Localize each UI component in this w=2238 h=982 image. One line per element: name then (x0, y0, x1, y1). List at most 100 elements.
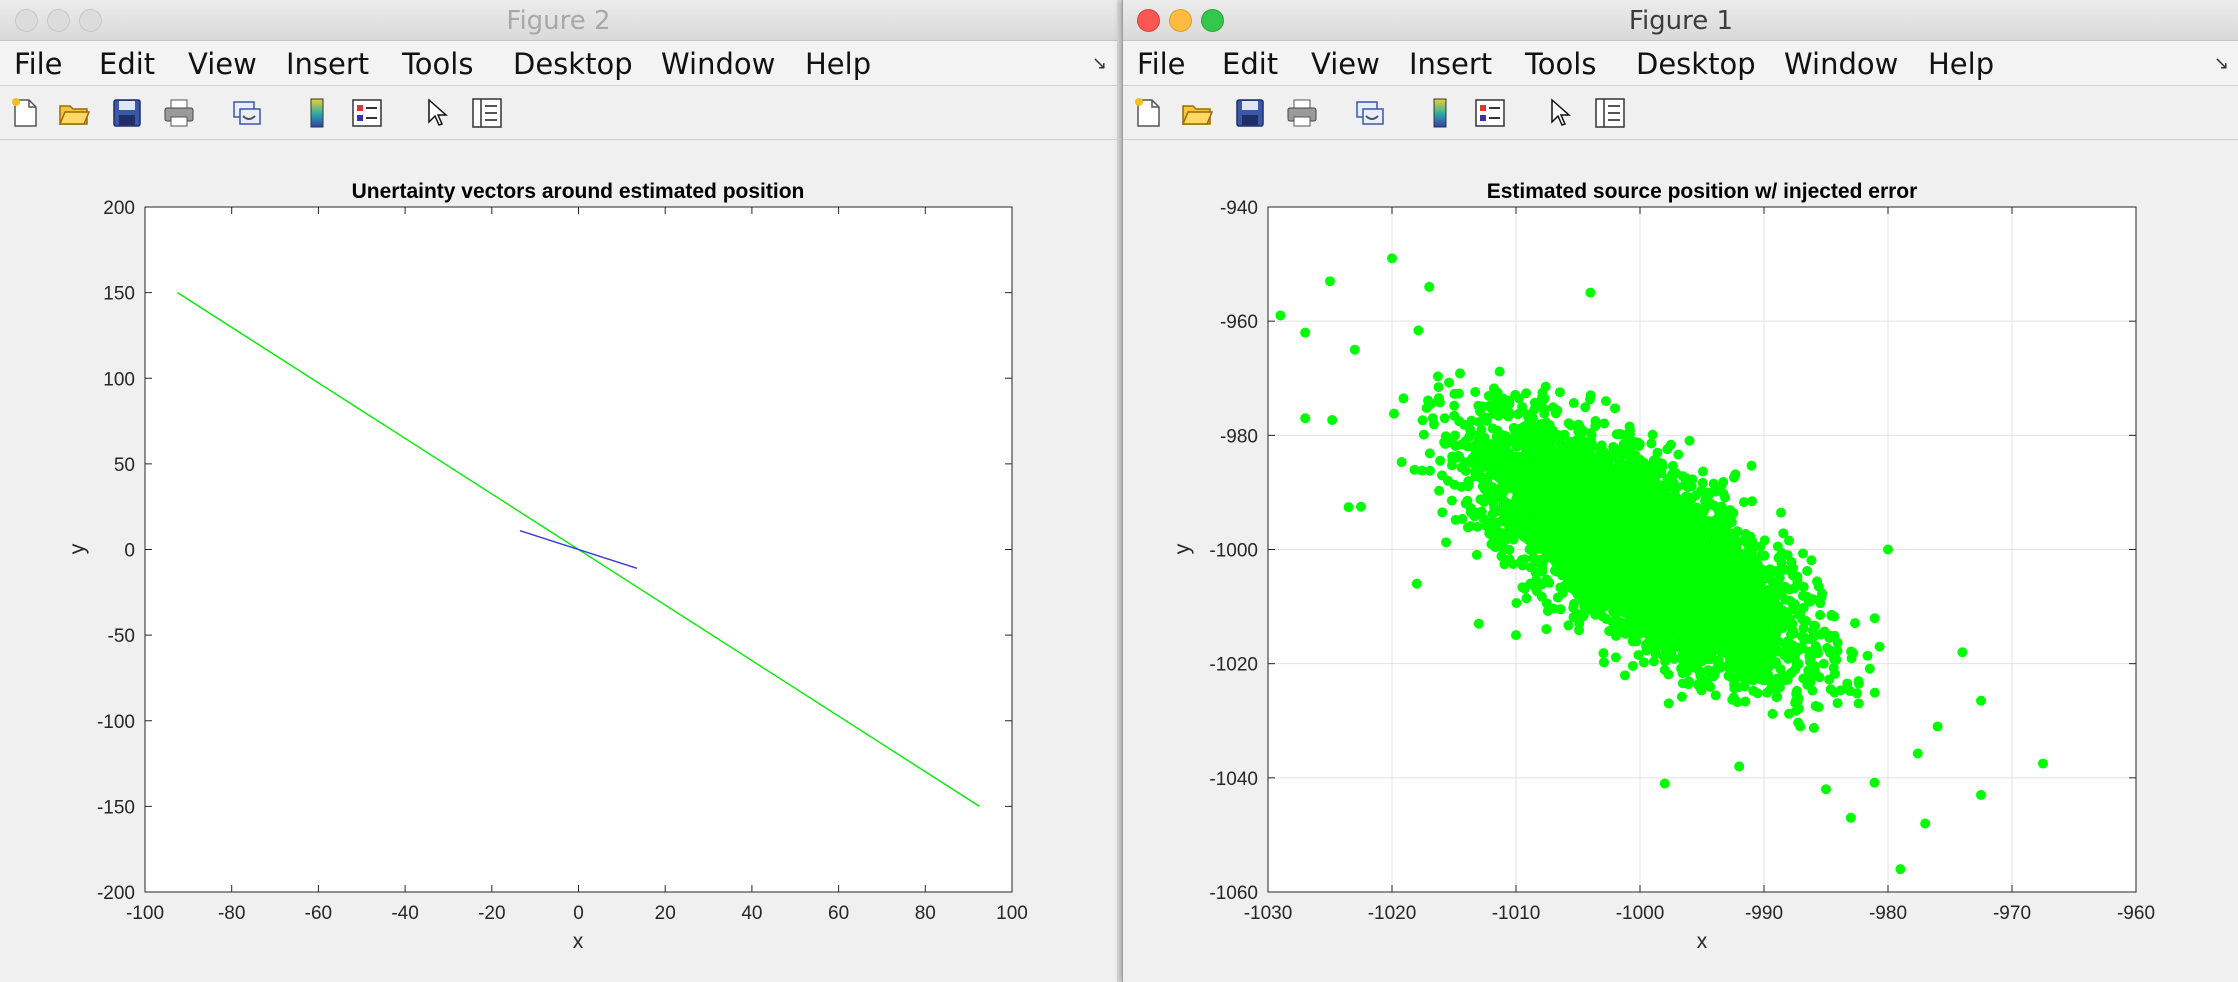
close-window-button[interactable] (15, 9, 38, 32)
scatter-point (1652, 447, 1663, 458)
edit-plot-cursor-icon[interactable] (1543, 96, 1577, 130)
scatter-point (1522, 454, 1533, 465)
scatter-point (1624, 421, 1635, 432)
figure-canvas[interactable]: Unertainty vectors around estimated posi… (0, 140, 1117, 982)
scatter-point (1633, 650, 1644, 661)
scatter-point (1646, 438, 1657, 449)
scatter-point (1874, 641, 1885, 652)
scatter-point (1703, 665, 1714, 676)
print-icon[interactable] (162, 96, 196, 130)
scatter-point (1541, 417, 1552, 428)
scatter-point (1633, 437, 1644, 448)
y-tick-label: 150 (103, 284, 135, 305)
scatter-point (1761, 687, 1772, 698)
scatter-point (1869, 777, 1880, 788)
scatter-point (1784, 535, 1795, 546)
menu-tools[interactable]: Tools (402, 47, 474, 81)
save-icon[interactable] (110, 96, 144, 130)
insert-colorbar-icon[interactable] (300, 96, 334, 130)
scatter-point (1417, 465, 1428, 476)
scatter-point (1454, 368, 1465, 379)
menu-insert[interactable]: Insert (1409, 47, 1493, 81)
zoom-window-button[interactable] (79, 9, 102, 32)
scatter-point (1770, 657, 1781, 668)
menu-help[interactable]: Help (1928, 47, 1995, 81)
menu-bar: File Edit View Insert Tools Desktop Wind… (1123, 41, 2238, 86)
scatter-point (1793, 717, 1804, 728)
scatter-point (1578, 608, 1589, 619)
dock-figure-icon[interactable]: ↘ (2213, 53, 2229, 73)
menu-help[interactable]: Help (805, 47, 872, 81)
menu-file[interactable]: File (1137, 47, 1186, 81)
scatter-point (1542, 606, 1553, 617)
menu-edit[interactable]: Edit (1222, 47, 1279, 81)
menu-window[interactable]: Window (661, 47, 776, 81)
open-file-icon[interactable] (1180, 96, 1214, 130)
x-tick-label: -80 (218, 903, 245, 924)
scatter-point (1864, 663, 1875, 674)
scatter-point (1449, 410, 1460, 421)
scatter-point (1398, 393, 1409, 404)
scatter-point (1589, 593, 1600, 604)
title-bar[interactable]: Figure 2 (0, 0, 1117, 41)
link-plot-icon[interactable] (230, 96, 264, 130)
figure-canvas[interactable]: Estimated source position w/ injected er… (1123, 140, 2238, 982)
minimize-window-button[interactable] (47, 9, 70, 32)
scatter-point (1449, 479, 1460, 490)
insert-colorbar-icon[interactable] (1423, 96, 1457, 130)
x-tick-label: 20 (655, 903, 676, 924)
scatter-point (1461, 457, 1472, 468)
menu-desktop[interactable]: Desktop (1636, 47, 1756, 81)
scatter-point (1429, 419, 1440, 430)
scatter-point (1627, 660, 1638, 671)
scatter-point (1486, 403, 1497, 414)
line-plot: Unertainty vectors around estimated posi… (66, 180, 1028, 953)
scatter-point (1497, 478, 1508, 489)
menu-insert[interactable]: Insert (286, 47, 370, 81)
scatter-point (1808, 722, 1819, 733)
x-tick-label: 60 (828, 903, 849, 924)
scatter-point (1667, 460, 1678, 471)
menu-view[interactable]: View (188, 47, 257, 81)
scatter-point (1813, 702, 1824, 713)
menu-tools[interactable]: Tools (1525, 47, 1597, 81)
scatter-point (1540, 381, 1551, 392)
menu-view[interactable]: View (1311, 47, 1380, 81)
scatter-point (1447, 451, 1458, 462)
scatter-point (1775, 664, 1786, 675)
scatter-point (1464, 431, 1475, 442)
zoom-window-button[interactable] (1201, 9, 1224, 32)
scatter-point (1470, 386, 1481, 397)
scatter-point (1778, 528, 1789, 539)
scatter-point (1869, 687, 1880, 698)
close-window-button[interactable] (1137, 9, 1160, 32)
property-inspector-icon[interactable] (470, 96, 504, 130)
minimize-window-button[interactable] (1169, 9, 1192, 32)
save-icon[interactable] (1233, 96, 1267, 130)
scatter-point (1775, 507, 1786, 518)
scatter-point (1718, 477, 1729, 488)
link-plot-icon[interactable] (1353, 96, 1387, 130)
scatter-point (1516, 555, 1527, 566)
x-tick-label: 40 (741, 903, 762, 924)
open-file-icon[interactable] (57, 96, 91, 130)
menu-desktop[interactable]: Desktop (513, 47, 633, 81)
dock-figure-icon[interactable]: ↘ (1091, 53, 1107, 73)
scatter-point (1521, 388, 1532, 399)
insert-legend-icon[interactable] (1473, 96, 1507, 130)
x-axis-label: x (573, 930, 584, 953)
scatter-point (1504, 554, 1515, 565)
insert-legend-icon[interactable] (350, 96, 384, 130)
print-icon[interactable] (1285, 96, 1319, 130)
new-figure-icon[interactable] (8, 96, 42, 130)
property-inspector-icon[interactable] (1593, 96, 1627, 130)
menu-file[interactable]: File (14, 47, 63, 81)
new-figure-icon[interactable] (1131, 96, 1165, 130)
menu-edit[interactable]: Edit (99, 47, 156, 81)
edit-plot-cursor-icon[interactable] (420, 96, 454, 130)
y-tick-label: -150 (97, 797, 135, 818)
title-bar[interactable]: Figure 1 (1123, 0, 2238, 41)
scatter-point (1504, 395, 1515, 406)
x-tick-label: 80 (915, 903, 936, 924)
menu-window[interactable]: Window (1784, 47, 1899, 81)
